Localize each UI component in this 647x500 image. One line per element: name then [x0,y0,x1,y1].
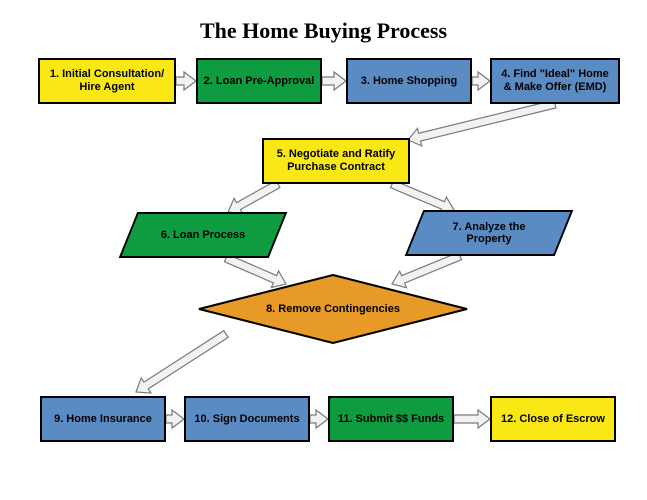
node-n7: 7. Analyze the Property [414,210,564,256]
node-n5: 5. Negotiate and Ratify Purchase Contrac… [262,138,410,184]
node-n8: 8. Remove Contingencies [198,274,468,344]
node-n6: 6. Loan Process [128,212,278,258]
flowchart-stage: The Home Buying Process 1. Initial Consu… [0,0,647,500]
node-n12: 12. Close of Escrow [490,396,616,442]
node-n4: 4. Find "Ideal" Home & Make Offer (EMD) [490,58,620,104]
node-n3: 3. Home Shopping [346,58,472,104]
node-n10: 10. Sign Documents [184,396,310,442]
node-n2: 2. Loan Pre-Approval [196,58,322,104]
chart-title: The Home Buying Process [0,18,647,44]
node-n9: 9. Home Insurance [40,396,166,442]
node-n11: 11. Submit $$ Funds [328,396,454,442]
node-n1: 1. Initial Consultation/ Hire Agent [38,58,176,104]
